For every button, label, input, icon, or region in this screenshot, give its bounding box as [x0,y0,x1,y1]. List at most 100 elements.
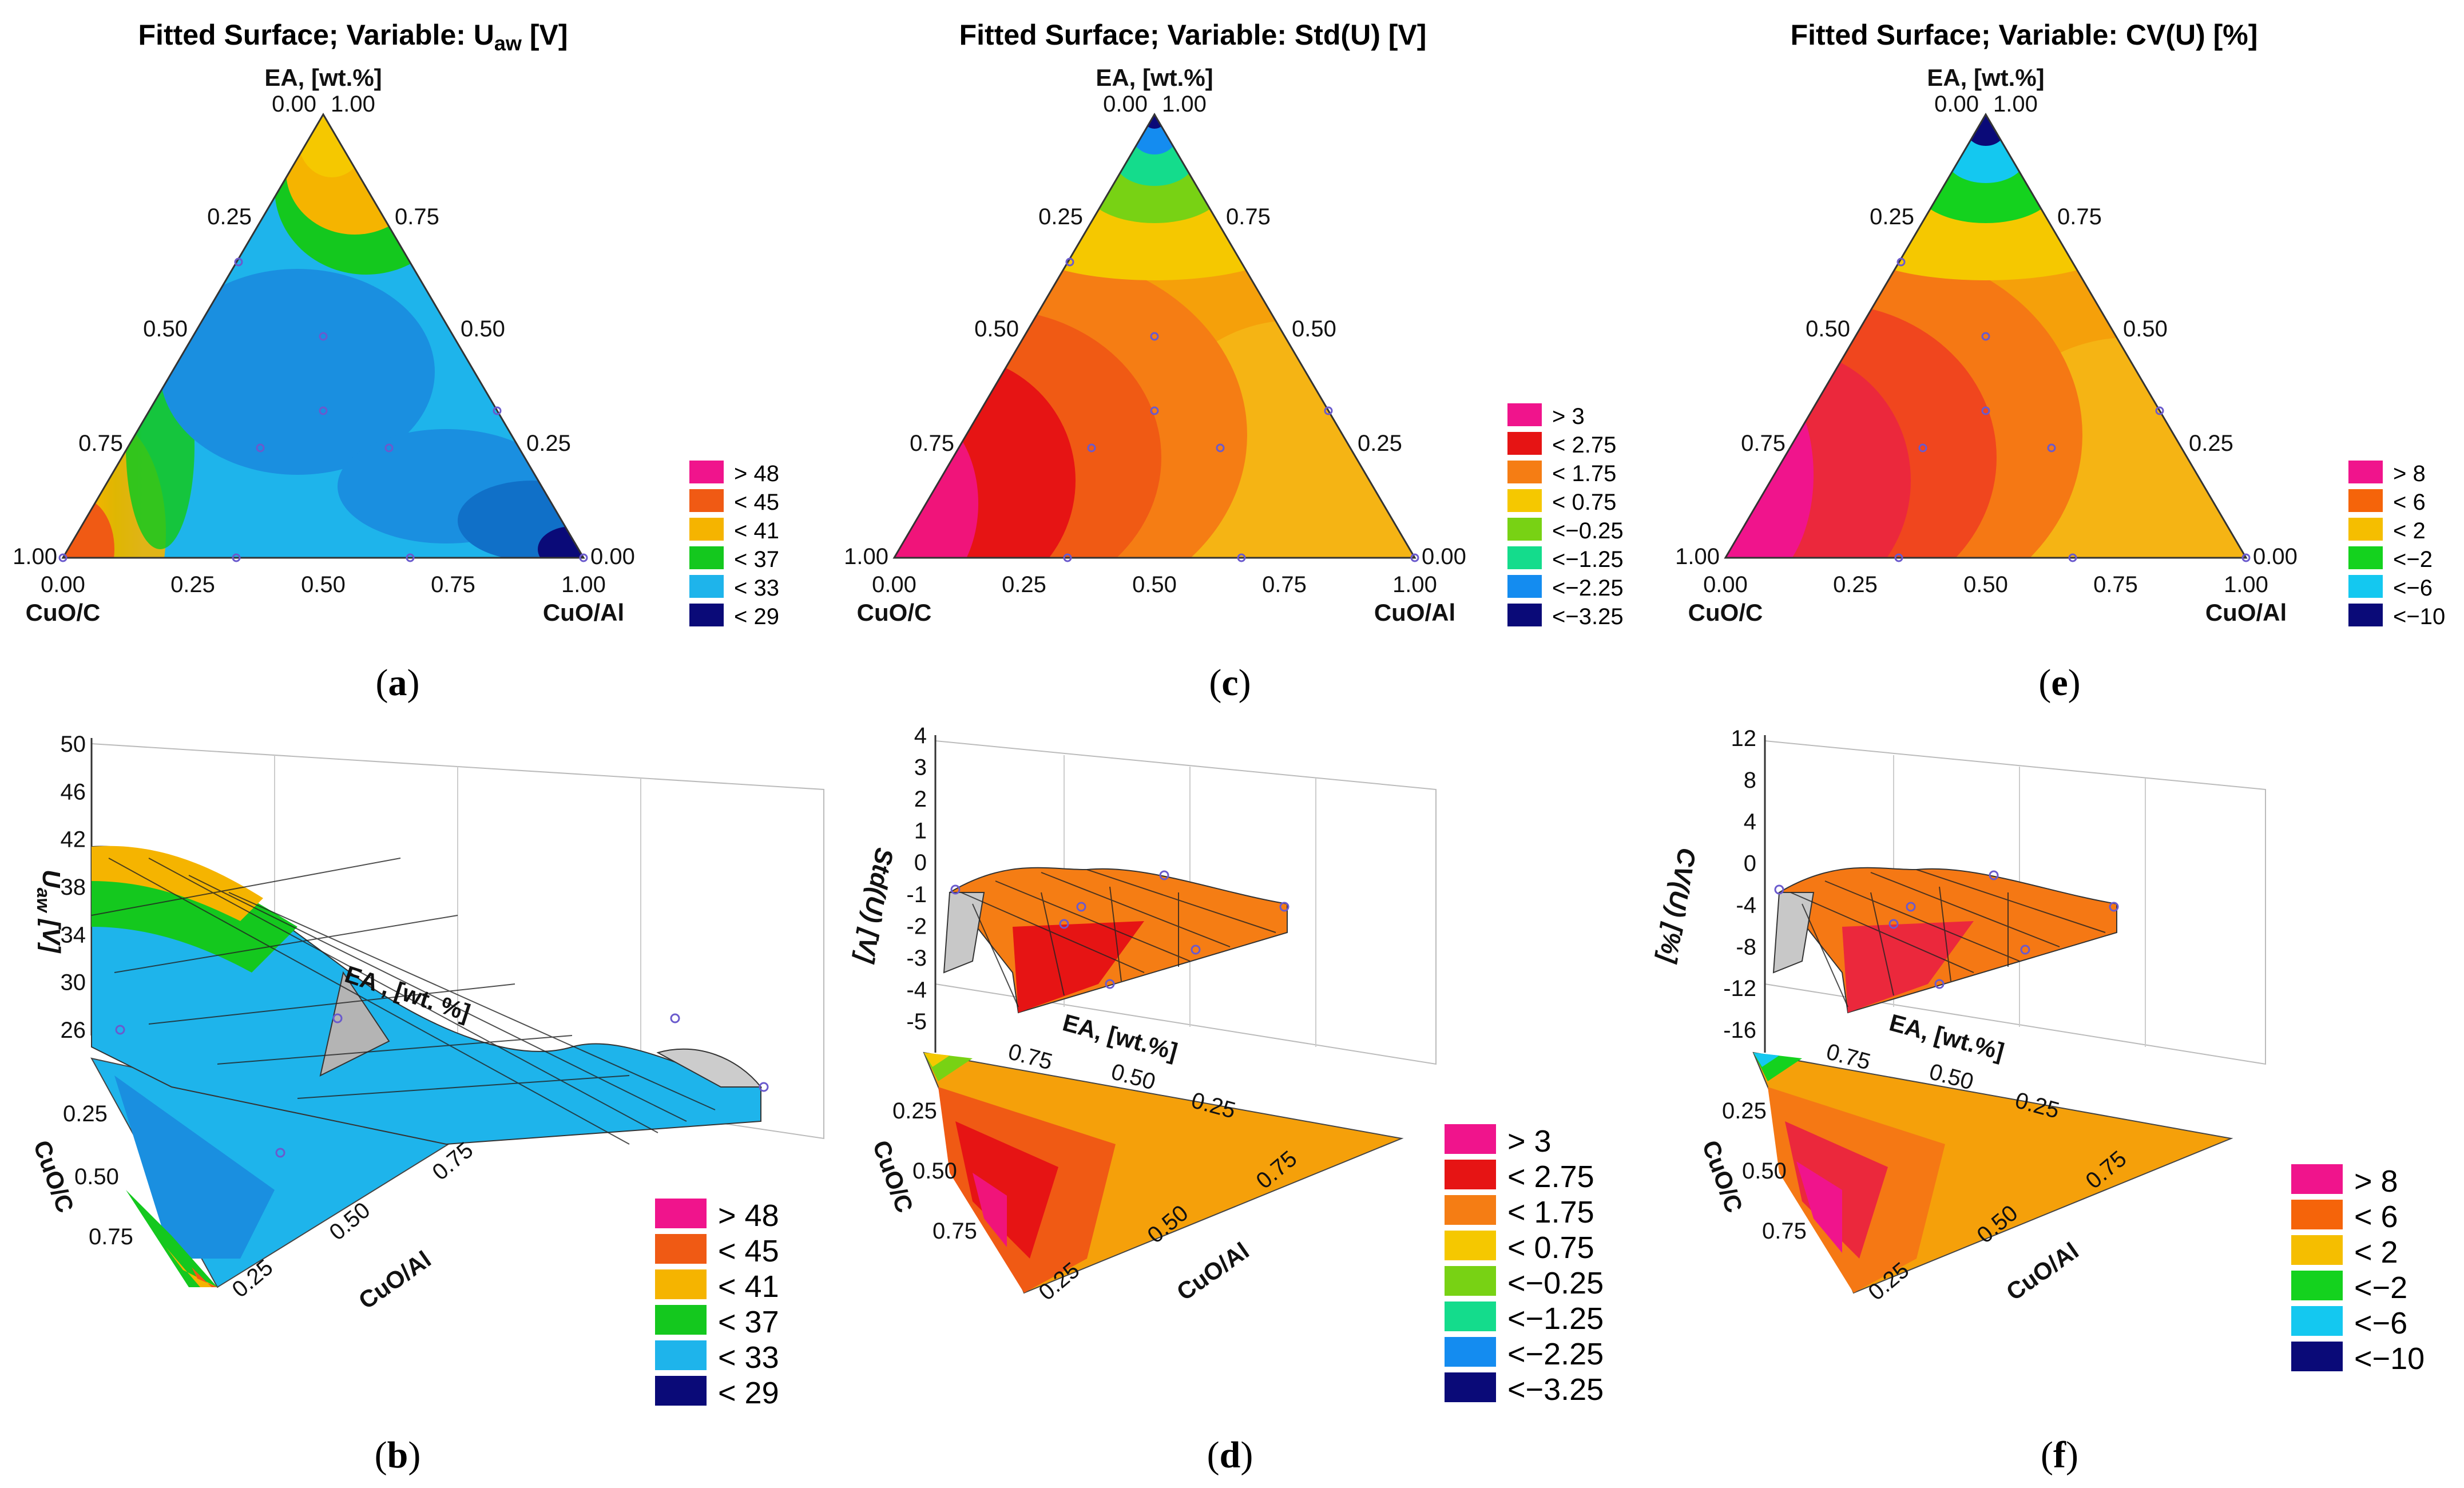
panel-e-left-label: CuO/C [1688,599,1763,626]
legend-label-3: <−2 [2354,1271,2407,1305]
z-tick-3: 1 [914,819,927,844]
panel-e-bottom-tick-1: 0.25 [1833,572,1878,597]
legend-label-3: < 37 [734,547,779,572]
z-tick-0: 12 [1731,726,1757,751]
legend-swatch-2 [689,518,724,541]
panel-b-right-label: CuO/Al [354,1245,436,1314]
z-tick-7: -3 [906,946,927,971]
legend-label-4: <−6 [2354,1306,2407,1340]
z-tick-9: -5 [906,1009,927,1034]
legend-swatch-5 [1507,546,1542,569]
legend-swatch-3 [689,546,724,569]
panel-b-z-label: Uaw [V] [33,870,65,954]
z-tick-3: 0 [1744,851,1756,876]
legend-swatch-5 [2348,604,2383,626]
panel-c-left-tick-0: 0.25 [1038,204,1083,229]
panel-e-right-tick-0: 0.75 [2057,204,2102,229]
panel-e-caption: (e) [2038,662,2080,704]
panel-f-left-tick-0: 0.25 [1722,1098,1767,1124]
legend-swatch-5 [2291,1342,2343,1371]
legend-label-5: <−1.25 [1552,547,1624,572]
panel-a-left-tick-1: 0.50 [143,316,188,342]
legend-swatch-3 [1507,489,1542,512]
z-tick-4: -4 [1736,892,1756,918]
z-tick-4: 34 [61,922,86,947]
legend-swatch-1 [655,1234,707,1264]
panel-a-apex-label: EA, [wt.%] [264,64,382,91]
legend-swatch-1 [1507,432,1542,455]
z-tick-7: -16 [1723,1018,1756,1043]
legend-swatch-4 [655,1340,707,1370]
panel-c-right-tick-0: 0.75 [1226,204,1271,229]
panel-c-top-tick-1: 1.00 [1162,92,1207,117]
legend-swatch-3 [2348,546,2383,569]
panel-e-bottom-tick-4: 1.00 [2224,572,2268,597]
panel-e-bottom-tick-0: 0.00 [1703,572,1748,597]
z-tick-4: 0 [914,850,927,875]
panel-d-left-tick-1: 0.50 [912,1158,957,1184]
z-tick-0: 50 [61,732,86,757]
panel-c-left-label: CuO/C [857,599,932,626]
legend-label-5: < 29 [734,604,779,629]
panel-a-contour-fill [63,114,584,558]
legend-swatch-0 [655,1199,707,1228]
legend-label-2: < 2 [2354,1235,2398,1269]
z-tick-1: 3 [914,755,927,780]
z-tick-6: -2 [906,914,927,939]
panel-e-legend: > 8 < 6 < 2 <−2 <−6 <−10 [2348,461,2445,629]
panel-e-left-tick-0: 0.25 [1870,204,1914,229]
panel-d-right-label: CuO/Al [1172,1237,1254,1306]
legend-label-1: < 6 [2393,490,2426,515]
panel-a-right-tick-2: 0.25 [526,431,571,456]
panel-e-right-label: CuO/Al [2205,599,2287,626]
legend-swatch-2 [1445,1195,1496,1225]
legend-swatch-0 [2291,1164,2343,1194]
panel-c-left-tick-1: 0.50 [974,316,1019,342]
legend-swatch-0 [2348,461,2383,483]
z-tick-1: 8 [1744,768,1756,793]
panel-a-right-tick-1: 0.50 [461,316,505,342]
panel-a-bottom-tick-1: 0.25 [170,572,215,597]
z-tick-6: 26 [61,1018,86,1043]
panel-a-caption: (a) [376,662,420,704]
legend-label-3: < 0.75 [1507,1231,1594,1265]
legend-swatch-5 [655,1376,707,1406]
legend-label-0: > 48 [734,461,779,486]
legend-label-4: <−0.25 [1552,518,1624,543]
panel-a-title: Fitted Surface; Variable: Uaw [V] [138,19,568,55]
panel-e-top-tick-0: 0.00 [1934,92,1979,117]
z-tick-5: 30 [61,970,86,995]
legend-label-4: < 33 [718,1340,779,1375]
panel-c-ternary: Fitted Surface; Variable: Std(U) [V] EA,… [844,19,1624,704]
panel-e-top-tick-1: 1.00 [1993,92,2038,117]
legend-label-7: <−3.25 [1507,1372,1604,1407]
legend-swatch-0 [1507,403,1542,426]
legend-label-2: < 41 [734,518,779,543]
legend-label-4: < 33 [734,576,779,601]
legend-label-0: > 48 [718,1199,779,1233]
legend-swatch-0 [1445,1124,1496,1154]
legend-swatch-5 [689,604,724,626]
z-tick-2: 42 [61,827,86,852]
panel-d-caption: (d) [1207,1434,1253,1476]
panel-e-contour-fill [1725,114,2246,558]
panel-e-design-points [1894,257,2251,562]
panel-c-bottom-tick-2: 0.50 [1132,572,1177,597]
panel-d-left-tick-2: 0.75 [933,1219,977,1244]
z-tick-5: -1 [906,882,927,907]
panel-c-design-points [1063,257,1419,562]
panel-c-contour-fill [894,114,1415,558]
panel-c-apex-label: EA, [wt.%] [1096,64,1213,91]
z-tick-2: 4 [1744,810,1756,835]
panel-c-bottom-tick-1: 0.25 [1002,572,1046,597]
legend-swatch-2 [2291,1235,2343,1265]
legend-swatch-4 [689,575,724,598]
panel-f-right-label: CuO/Al [2001,1237,2084,1306]
panel-d-left-label: CuO/C [868,1137,919,1216]
legend-label-5: <−10 [2354,1342,2425,1376]
panel-a-top-tick-1: 1.00 [331,92,375,117]
legend-swatch-1 [1445,1160,1496,1189]
legend-label-3: < 37 [718,1305,779,1339]
